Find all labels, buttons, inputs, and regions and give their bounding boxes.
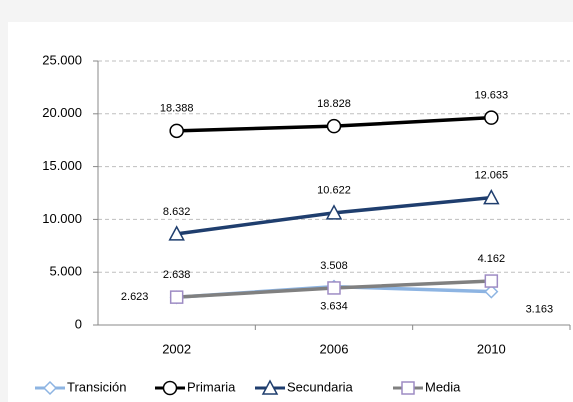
point-marker [484,110,499,125]
legend-marker [401,381,415,395]
x-tick-label: 2010 [477,341,506,356]
data-label: 19.633 [475,90,509,102]
point-marker [483,189,500,205]
y-tick-label: 5.000 [49,264,82,279]
legend-marker [42,380,58,396]
data-label: 3.163 [526,304,554,316]
point-marker [168,225,185,241]
point-marker [484,284,499,299]
data-label: 3.508 [320,260,348,272]
data-label: 3.634 [320,301,348,313]
point-marker [169,290,184,304]
point-marker [326,118,342,134]
legend-marker [261,379,279,395]
point-marker [484,274,499,288]
data-label: 2.638 [163,269,191,281]
y-tick-label: 15.000 [42,158,82,173]
data-label: 10.622 [317,185,351,197]
x-tick-label: 2006 [320,341,349,356]
data-label: 4.162 [478,253,506,265]
data-label: 2.623 [121,291,149,303]
legend-label: Secundaria [287,379,354,394]
data-label: 12.065 [475,169,509,181]
data-label: 18.388 [160,103,194,115]
point-marker [327,281,341,295]
legend-label: Media [425,379,461,394]
point-marker [325,204,343,220]
legend-label: Transición [67,379,126,394]
point-marker [169,123,184,139]
y-tick-label: 25.000 [42,52,82,67]
y-tick-label: 0 [75,316,82,331]
chart-area [8,22,573,402]
y-tick-label: 10.000 [42,211,82,226]
data-label: 18.828 [317,98,351,110]
y-tick-label: 20.000 [42,105,82,120]
x-tick-label: 2002 [162,341,191,356]
legend-marker [162,380,178,396]
legend-label: Primaria [187,379,236,394]
data-label: 8.632 [163,206,191,218]
